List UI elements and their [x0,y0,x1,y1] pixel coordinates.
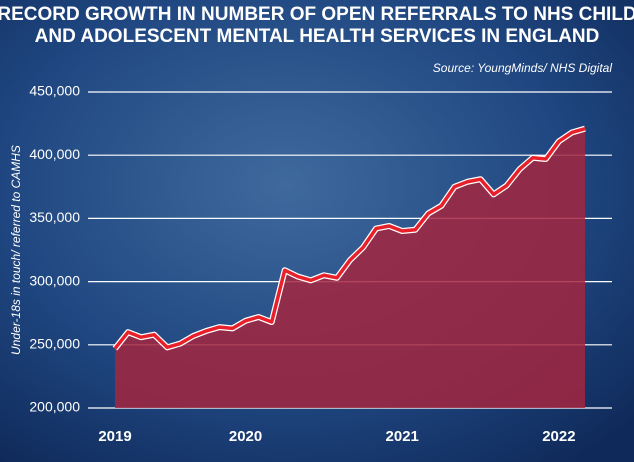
y-tick-label: 250,000 [29,336,80,352]
chart-title: AND ADOLESCENT MENTAL HEALTH SERVICES IN… [35,26,600,47]
x-tick-label: 2021 [386,428,419,445]
source: Source: YoungMinds/ NHS Digital [433,61,613,75]
x-tick-label: 2022 [542,428,575,445]
y-axis-label: Under-18s in touch/ referred to CAMHS [9,145,23,355]
area-fill [115,128,585,408]
x-tick-label: 2019 [98,428,131,445]
y-tick-label: 300,000 [29,272,80,288]
y-tick-label: 400,000 [29,146,80,162]
y-tick-label: 350,000 [29,209,80,225]
chart-title: RECORD GROWTH IN NUMBER OF OPEN REFERRAL… [0,4,634,25]
line [113,126,586,350]
x-tick-label: 2020 [229,428,262,445]
y-tick-label: 450,000 [29,83,80,99]
y-tick-label: 200,000 [29,399,80,415]
